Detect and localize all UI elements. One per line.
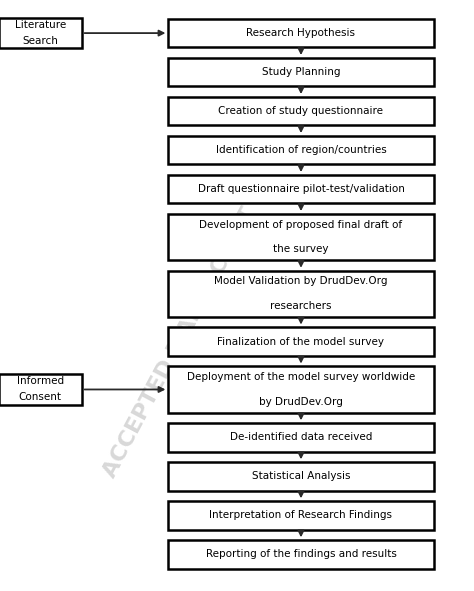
Text: Research Hypothesis: Research Hypothesis (246, 28, 356, 38)
Bar (168, 462, 434, 491)
Text: researchers: researchers (270, 301, 332, 311)
Text: Interpretation of Research Findings: Interpretation of Research Findings (210, 511, 392, 520)
Text: the survey: the survey (273, 245, 329, 255)
Text: Model Validation by DrudDev.Org: Model Validation by DrudDev.Org (214, 276, 388, 286)
Bar (168, 97, 434, 125)
Bar (168, 366, 434, 413)
Text: Development of proposed final draft of: Development of proposed final draft of (200, 219, 402, 229)
Bar (168, 58, 434, 86)
Text: Study Planning: Study Planning (262, 67, 340, 77)
Text: Statistical Analysis: Statistical Analysis (252, 472, 350, 481)
Text: Deployment of the model survey worldwide: Deployment of the model survey worldwide (187, 372, 415, 382)
Text: Reporting of the findings and results: Reporting of the findings and results (206, 550, 396, 559)
Text: Consent: Consent (19, 392, 62, 402)
Text: Creation of study questionnaire: Creation of study questionnaire (219, 106, 383, 116)
Text: Identification of region/countries: Identification of region/countries (216, 145, 386, 155)
Text: by DrudDev.Org: by DrudDev.Org (259, 397, 343, 407)
Bar (168, 501, 434, 530)
Bar (0, 18, 82, 48)
Bar (168, 175, 434, 203)
Bar (0, 374, 82, 405)
Bar (168, 423, 434, 452)
Bar (168, 214, 434, 260)
Text: Literature: Literature (15, 20, 66, 30)
Bar (168, 540, 434, 569)
Text: ACCEPTED MANUSCRIPT: ACCEPTED MANUSCRIPT (100, 204, 260, 481)
Bar (168, 327, 434, 356)
Bar (168, 136, 434, 164)
Bar (168, 271, 434, 317)
Text: De-identified data received: De-identified data received (230, 433, 372, 442)
Bar (168, 19, 434, 47)
Text: Informed: Informed (17, 376, 64, 387)
Text: Finalization of the model survey: Finalization of the model survey (218, 337, 384, 346)
Text: Draft questionnaire pilot-test/validation: Draft questionnaire pilot-test/validatio… (198, 184, 404, 194)
Text: Search: Search (22, 36, 58, 46)
